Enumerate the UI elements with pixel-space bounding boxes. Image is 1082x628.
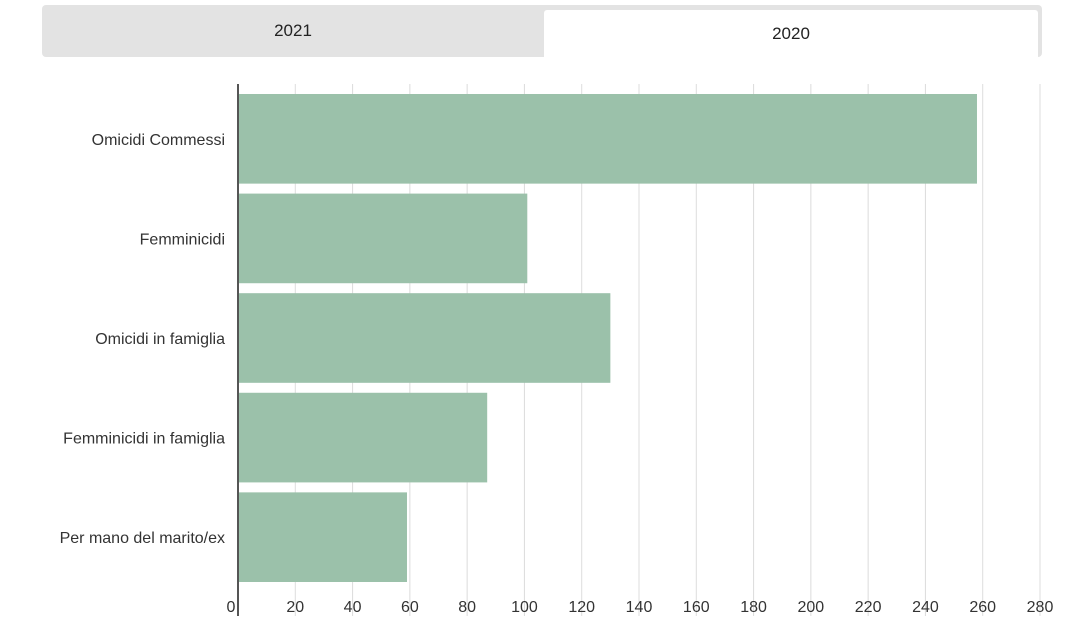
x-tick-label: 0 — [227, 599, 236, 616]
x-tick-label: 280 — [1027, 599, 1054, 616]
category-label: Omicidi Commessi — [92, 132, 225, 149]
tab-2020[interactable]: 2020 — [544, 10, 1038, 61]
bar — [238, 293, 611, 383]
category-label: Omicidi in famiglia — [95, 331, 225, 348]
x-tick-labels: 0 20 40 60 80 100 120 140 160 180 200 220 240 260 280 — [227, 599, 1054, 616]
bar — [238, 193, 528, 284]
category-labels: Omicidi Commessi Femminicidi Omicidi in fa… — [60, 132, 226, 547]
bar — [238, 392, 488, 483]
category-label: Per mano del marito/ex — [60, 530, 225, 547]
x-tick-label: 220 — [855, 599, 882, 616]
x-tick-label: 120 — [568, 599, 595, 616]
category-label: Femminicidi in famiglia — [63, 431, 225, 448]
tab-2021[interactable]: 2021 — [274, 21, 312, 40]
bars — [238, 94, 977, 582]
x-tick-label: 40 — [344, 599, 362, 616]
x-tick-label: 20 — [286, 599, 304, 616]
x-tick-label: 80 — [458, 599, 476, 616]
category-label: Femminicidi — [140, 231, 225, 248]
x-tick-label: 200 — [798, 599, 825, 616]
x-tick-label: 140 — [626, 599, 653, 616]
year-tab-bar: 2021 2020 — [42, 5, 1042, 61]
x-tick-label: 240 — [912, 599, 939, 616]
x-tick-label: 60 — [401, 599, 419, 616]
x-tick-label: 180 — [740, 599, 767, 616]
bar — [238, 94, 977, 184]
bar — [238, 492, 407, 582]
x-tick-label: 160 — [683, 599, 710, 616]
x-tick-label: 260 — [969, 599, 996, 616]
x-tick-label: 100 — [511, 599, 538, 616]
